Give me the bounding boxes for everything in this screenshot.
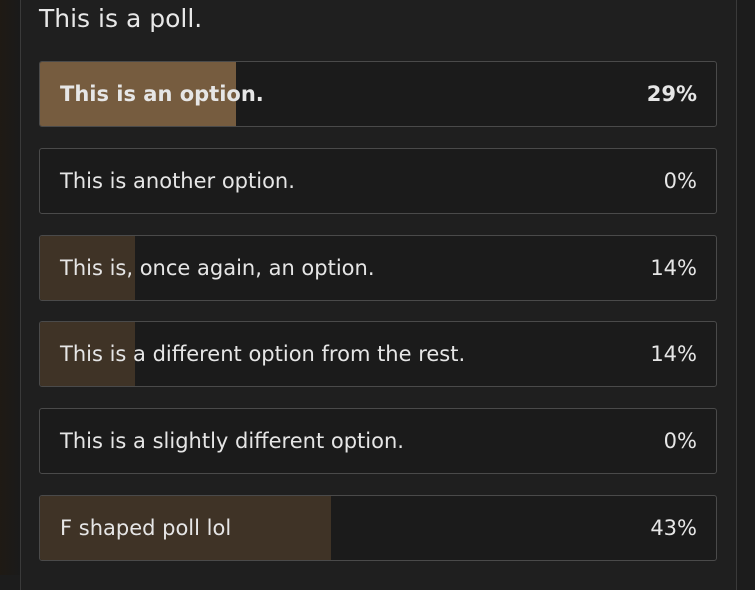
poll-option-percent: 0% (663, 168, 697, 193)
poll-option-label: This is, once again, an option. (60, 255, 375, 280)
poll-option-label: This is an option. (60, 82, 264, 106)
poll-option-percent: 14% (650, 255, 697, 280)
poll-option-fill (40, 496, 331, 560)
poll-option[interactable]: This is an option. 29% (39, 61, 717, 127)
poll-option[interactable]: F shaped poll lol 43% (39, 495, 717, 561)
background (0, 0, 20, 575)
poll-question: This is a poll. (39, 4, 203, 33)
poll-option-label: F shaped poll lol (60, 516, 232, 540)
poll-option-label: This is a slightly different option. (60, 429, 404, 454)
poll-option-label: This is another option. (60, 168, 295, 193)
poll-option-fill (40, 322, 135, 387)
poll-option[interactable]: This is, once again, an option. 14% (39, 234, 717, 301)
poll-option-fill (40, 235, 135, 300)
poll-option[interactable]: This is another option. 0% (39, 147, 717, 214)
poll-option-percent: 0% (663, 429, 697, 454)
poll-option-percent: 29% (646, 82, 697, 106)
poll-option[interactable]: This is a different option from the rest… (39, 321, 717, 388)
poll-option-fill (40, 62, 237, 126)
poll-option[interactable]: This is a slightly different option. 0% (39, 408, 717, 475)
poll-option-label: This is a different option from the rest… (60, 342, 466, 367)
poll-option-percent: 14% (650, 342, 697, 367)
poll-option-percent: 43% (650, 516, 697, 540)
